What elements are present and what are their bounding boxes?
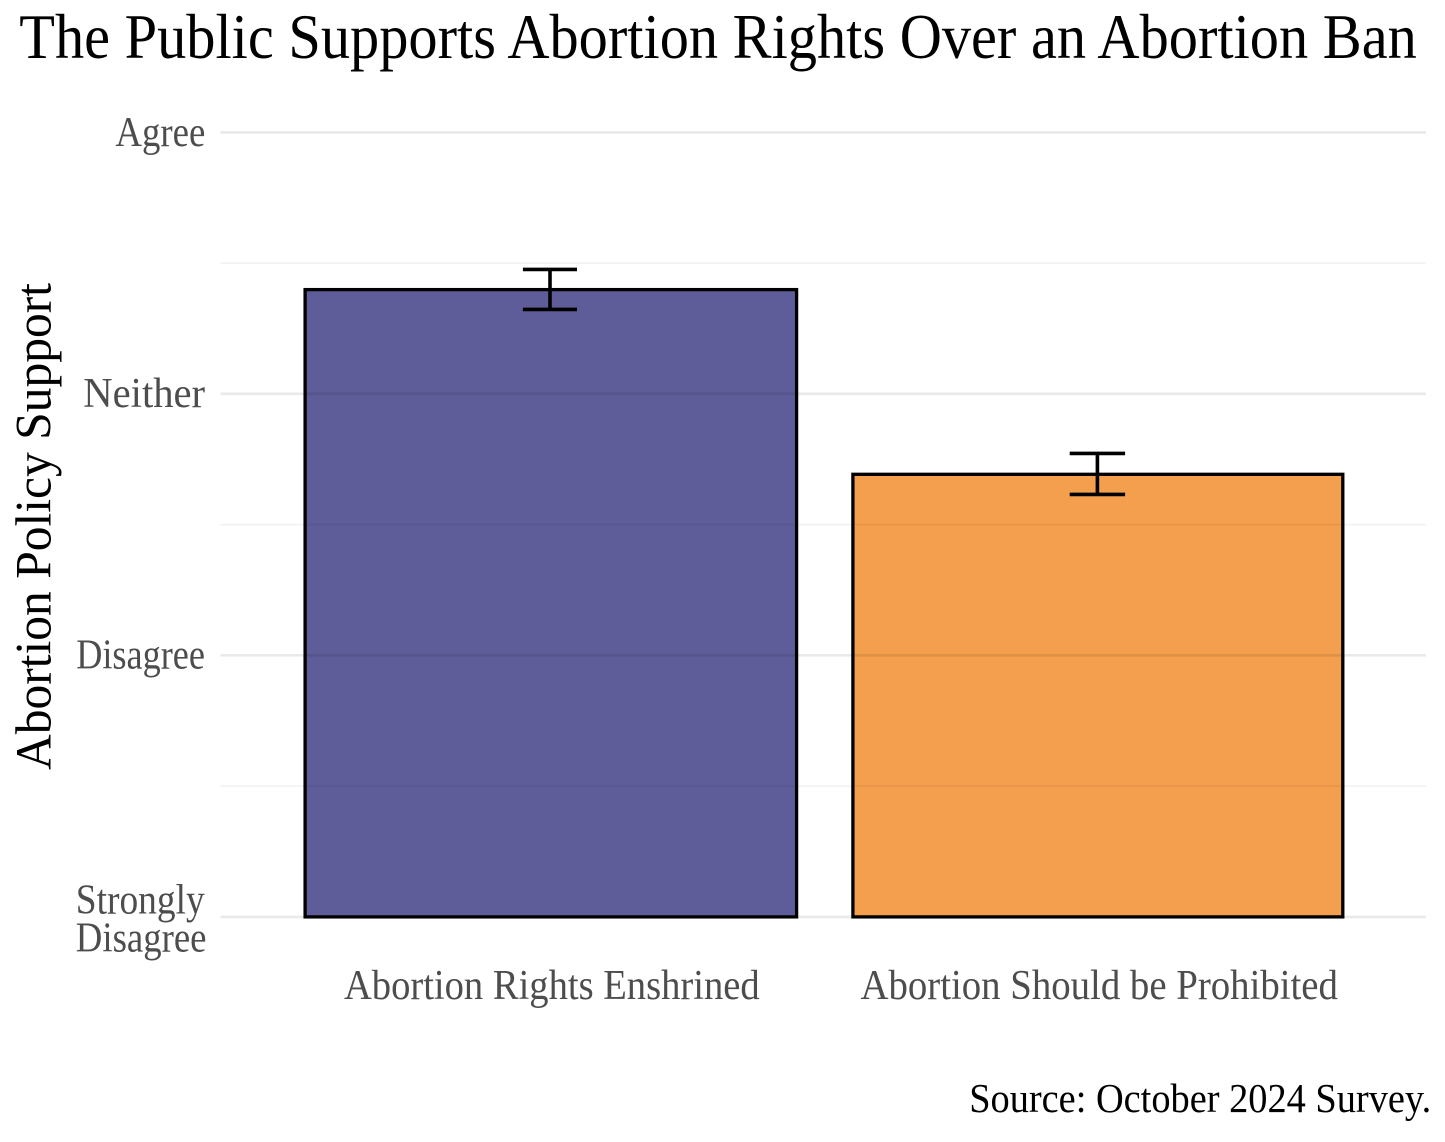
- svg-text:Abortion Policy Support: Abortion Policy Support: [6, 283, 62, 770]
- svg-text:Agree: Agree: [115, 109, 205, 156]
- svg-text:Abortion Should be Prohibited: Abortion Should be Prohibited: [860, 962, 1338, 1009]
- svg-text:Source: October 2024 Survey.: Source: October 2024 Survey.: [969, 1075, 1431, 1121]
- svg-text:Disagree: Disagree: [76, 632, 205, 679]
- svg-text:Strongly: Strongly: [76, 877, 205, 924]
- svg-text:Neither: Neither: [83, 370, 205, 417]
- svg-text:Disagree: Disagree: [76, 915, 207, 962]
- svg-text:Abortion Rights Enshrined: Abortion Rights Enshrined: [344, 962, 760, 1009]
- svg-text:The Public Supports Abortion R: The Public Supports Abortion Rights Over…: [19, 2, 1417, 72]
